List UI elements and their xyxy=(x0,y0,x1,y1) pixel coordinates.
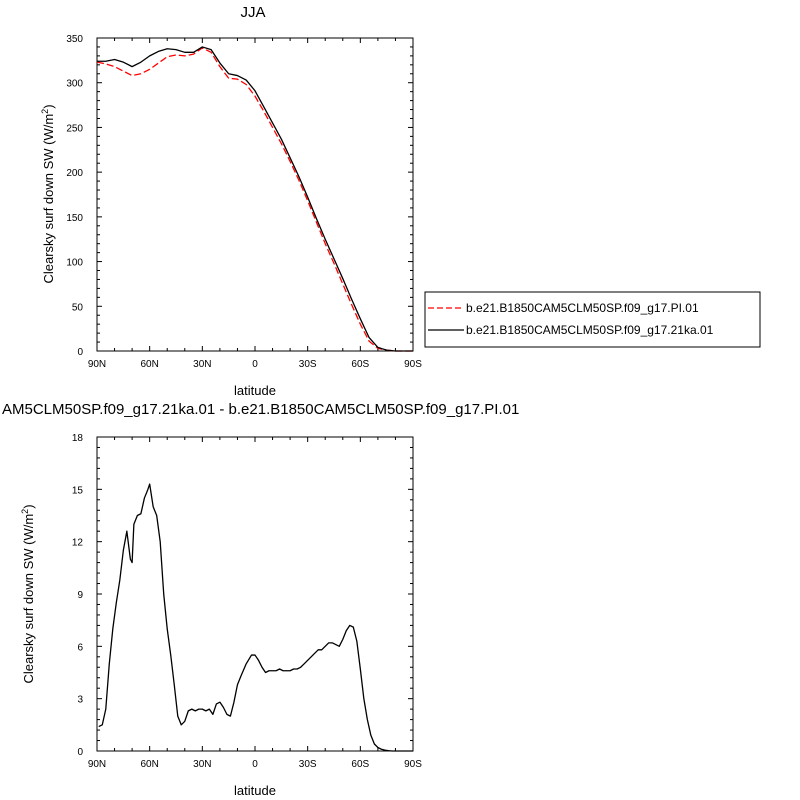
legend-label-series-1: b.e21.B1850CAM5CLM50SP.f09_g17.PI.01 xyxy=(466,301,699,315)
bottom-chart-x-tick-label: 90S xyxy=(404,759,422,770)
top-chart-title: JJA xyxy=(240,4,265,21)
top-chart-series-line-1 xyxy=(96,47,413,352)
bottom-chart-y-tick-label: 9 xyxy=(77,590,83,601)
top-chart-y-tick-label: 150 xyxy=(66,213,83,224)
bottom-chart-x-tick-label: 90N xyxy=(88,759,106,770)
top-chart-x-tick-label: 90N xyxy=(88,359,106,370)
bottom-chart-y-tick-label: 18 xyxy=(72,433,84,444)
top-chart-y-tick-label: 0 xyxy=(77,347,83,358)
bottom-chart-y-tick-label: 12 xyxy=(72,538,84,549)
bottom-chart-panel: AM5CLM50SP.f09_g17.21ka.01 - b.e21.B1850… xyxy=(2,401,519,798)
top-chart-x-tick-label: 0 xyxy=(252,359,258,370)
bottom-chart-y-tick-label: 0 xyxy=(77,747,83,758)
top-chart-x-tick-label: 30S xyxy=(299,359,317,370)
bottom-chart-x-tick-label: 30S xyxy=(299,759,317,770)
top-chart-y-tick-label: 50 xyxy=(72,302,84,313)
top-chart-y-axis-label: Clearsky surf down SW (W/m2) xyxy=(40,104,56,283)
top-chart-x-tick-label: 90S xyxy=(404,359,422,370)
top-chart-x-tick-label: 60S xyxy=(351,359,369,370)
legend-box xyxy=(424,291,761,348)
top-chart-x-axis-label: latitude xyxy=(234,383,276,398)
bottom-chart-x-tick-label: 60S xyxy=(351,759,369,770)
bottom-chart-y-tick-label: 3 xyxy=(77,695,83,706)
top-chart-y-tick-label: 200 xyxy=(66,168,83,179)
top-chart-series-line-2 xyxy=(97,46,413,352)
top-chart-x-tick-label: 60N xyxy=(140,359,158,370)
bottom-chart-y-axis-label: Clearsky surf down SW (W/m2) xyxy=(20,504,36,683)
top-chart-legend: b.e21.B1850CAM5CLM50SP.f09_g17.PI.01 b.e… xyxy=(424,291,761,348)
top-chart-panel: JJA 90N 60N 30N 0 30S 60S 90S 0 50 100 150 200 250 3… xyxy=(40,4,422,398)
top-chart-y-tick-label: 300 xyxy=(66,79,83,90)
top-chart-y-tick-label: 350 xyxy=(66,34,83,45)
top-chart-x-tick-label: 30N xyxy=(193,359,211,370)
top-chart-y-tick-label: 250 xyxy=(66,123,83,134)
bottom-chart-title: AM5CLM50SP.f09_g17.21ka.01 - b.e21.B1850… xyxy=(2,401,519,418)
bottom-chart-x-axis-label: latitude xyxy=(234,783,276,798)
bottom-chart-x-tick-label: 60N xyxy=(140,759,158,770)
legend-label-series-2: b.e21.B1850CAM5CLM50SP.f09_g17.21ka.01 xyxy=(466,323,714,337)
bottom-chart-y-tick-label: 6 xyxy=(77,642,83,653)
bottom-chart-y-tick-label: 15 xyxy=(72,485,84,496)
bottom-chart-series-line-1 xyxy=(98,483,413,752)
bottom-chart-x-tick-label: 30N xyxy=(193,759,211,770)
top-chart-y-tick-label: 100 xyxy=(66,258,83,269)
bottom-chart-x-tick-label: 0 xyxy=(252,759,258,770)
